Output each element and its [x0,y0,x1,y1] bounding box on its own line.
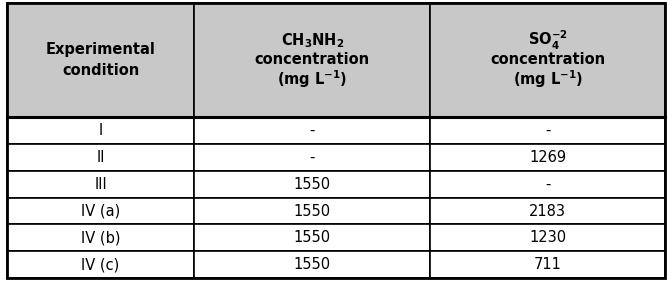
Text: concentration: concentration [490,53,605,67]
Bar [194,225,430,251]
Bar [430,225,665,251]
Text: $\mathbf{SO_4^{-2}}$: $\mathbf{SO_4^{-2}}$ [528,29,568,53]
Text: IV (a): IV (a) [81,203,120,219]
Text: $\mathbf{(mg\ L^{-1})}$: $\mathbf{(mg\ L^{-1})}$ [513,68,583,90]
Bar [7,117,194,144]
Bar [430,144,665,171]
Text: -: - [310,123,315,138]
Bar [7,3,194,117]
Bar [7,225,194,251]
Text: I: I [98,123,103,138]
Text: IV (c): IV (c) [81,257,120,272]
Text: $\mathbf{CH_3NH_2}$: $\mathbf{CH_3NH_2}$ [280,31,344,50]
Bar [7,171,194,198]
Text: $\mathbf{(mg\ L^{-1})}$: $\mathbf{(mg\ L^{-1})}$ [278,68,347,90]
Bar [430,251,665,278]
Text: IV (b): IV (b) [81,230,120,245]
Text: 1230: 1230 [529,230,566,245]
Bar [194,3,430,117]
Bar [430,198,665,225]
Bar [194,117,430,144]
Bar [430,171,665,198]
Text: 1269: 1269 [529,150,566,165]
Bar [7,251,194,278]
Bar [194,171,430,198]
Text: -: - [545,123,550,138]
Bar [430,3,665,117]
Text: concentration: concentration [255,53,370,67]
Text: 1550: 1550 [294,257,331,272]
Bar [194,144,430,171]
Bar [430,117,665,144]
Bar [7,144,194,171]
Bar [7,198,194,225]
Text: II: II [96,150,105,165]
Text: III: III [94,177,107,192]
Text: 711: 711 [534,257,562,272]
Text: 1550: 1550 [294,230,331,245]
Text: 1550: 1550 [294,177,331,192]
Text: -: - [545,177,550,192]
Bar [194,251,430,278]
Text: 2183: 2183 [530,203,566,219]
Text: Experimental
condition: Experimental condition [46,42,155,78]
Text: -: - [310,150,315,165]
Text: 1550: 1550 [294,203,331,219]
Bar [194,198,430,225]
